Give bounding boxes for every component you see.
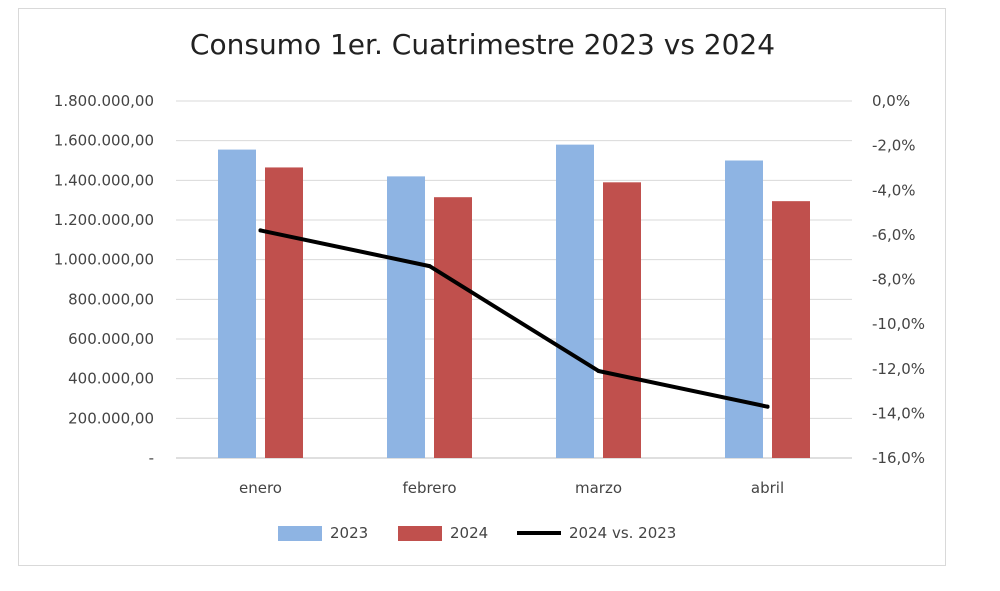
legend-item-2024: 2024 [398,518,488,548]
left-axis-tick-label: 1.400.000,00 [54,171,154,189]
bar-2024-enero [265,167,303,459]
bar-2023-abril [725,160,763,458]
left-axis-tick-label: - [149,449,154,467]
left-axis-tick-label: 600.000,00 [68,330,154,348]
x-axis-tick-label: enero [239,479,282,497]
bar-2023-enero [218,149,256,458]
legend-item-variation: 2024 vs. 2023 [517,518,676,548]
bar-2024-marzo [603,182,641,459]
left-axis-tick-label: 1.600.000,00 [54,132,154,150]
right-axis-tick-label: -10,0% [872,315,925,333]
left-axis-tick-label: 1.000.000,00 [54,251,154,269]
right-axis-tick-label: -4,0% [872,181,916,199]
left-axis-tick-label: 1.800.000,00 [54,92,154,110]
line-point-abril [765,404,770,409]
bar-2024-abril [772,201,810,459]
x-axis-tick-label: abril [751,479,784,497]
chart-legend: 2023 2024 2024 vs. 2023 [0,518,965,548]
bar-2024-febrero [434,197,472,459]
left-axis-tick-label: 200.000,00 [68,409,154,427]
legend-item-2023: 2023 [278,518,368,548]
line-point-enero [258,228,263,233]
left-axis-tick-label: 800.000,00 [68,290,154,308]
legend-label-2023: 2023 [330,524,369,542]
legend-line-variation [517,531,561,535]
right-axis-tick-label: -12,0% [872,360,925,378]
right-axis-tick-label: -16,0% [872,449,925,467]
x-axis-tick-label: marzo [575,479,622,497]
legend-label-2024: 2024 [450,524,489,542]
line-point-febrero [427,264,432,269]
legend-swatch-2023 [278,525,322,541]
legend-label-variation: 2024 vs. 2023 [569,524,677,542]
right-axis-tick-label: 0,0% [872,92,910,110]
chart-title: Consumo 1er. Cuatrimestre 2023 vs 2024 [189,28,776,61]
legend-swatch-2024 [398,525,442,541]
bar-2023-marzo [556,144,594,458]
right-axis-tick-label: -6,0% [872,226,916,244]
x-axis-tick-label: febrero [402,479,456,497]
left-axis-tick-label: 1.200.000,00 [54,211,154,229]
left-axis-tick-label: 400.000,00 [68,370,154,388]
bar-2023-febrero [387,176,425,458]
right-axis-tick-label: -14,0% [872,404,925,422]
line-series-variation [258,228,770,409]
right-axis-tick-label: -8,0% [872,271,916,289]
line-point-marzo [596,368,601,373]
right-axis-tick-label: -2,0% [872,137,916,155]
